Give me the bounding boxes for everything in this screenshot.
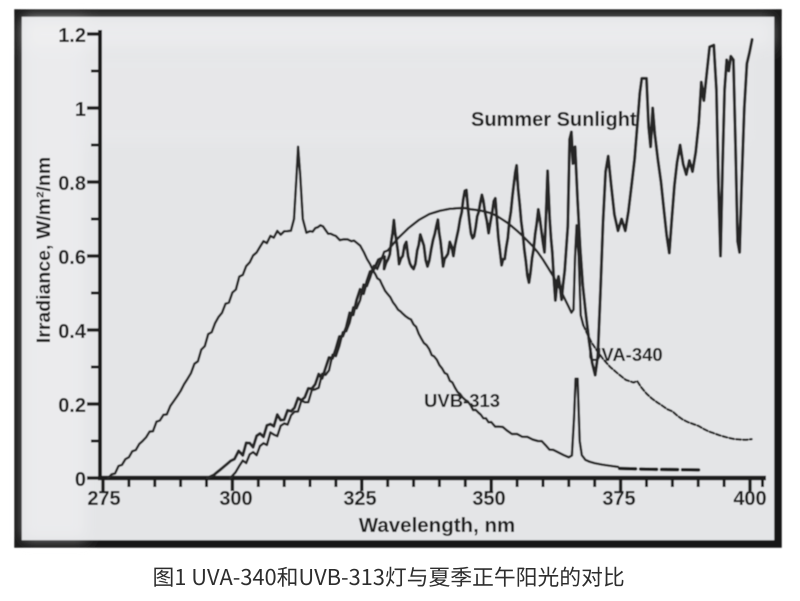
- svg-text:400: 400: [733, 488, 766, 510]
- svg-text:0: 0: [75, 469, 86, 491]
- svg-text:Irradiance, W/m²/nm: Irradiance, W/m²/nm: [33, 157, 55, 343]
- svg-text:275: 275: [87, 488, 120, 510]
- svg-text:325: 325: [343, 488, 376, 510]
- svg-text:0.6: 0.6: [58, 247, 86, 269]
- svg-text:Summer Sunlight: Summer Sunlight: [471, 109, 637, 131]
- svg-text:Wavelength, nm: Wavelength, nm: [359, 514, 515, 537]
- svg-text:UVB-313: UVB-313: [424, 390, 500, 411]
- svg-text:1: 1: [75, 99, 86, 121]
- svg-text:375: 375: [602, 488, 635, 510]
- svg-text:350: 350: [472, 488, 505, 510]
- svg-text:300: 300: [219, 488, 252, 510]
- svg-text:0.8: 0.8: [58, 173, 86, 195]
- svg-text:0.2: 0.2: [58, 395, 86, 417]
- svg-text:0.4: 0.4: [58, 321, 87, 343]
- svg-text:UVA-340: UVA-340: [588, 344, 663, 365]
- svg-text:1.2: 1.2: [58, 25, 86, 47]
